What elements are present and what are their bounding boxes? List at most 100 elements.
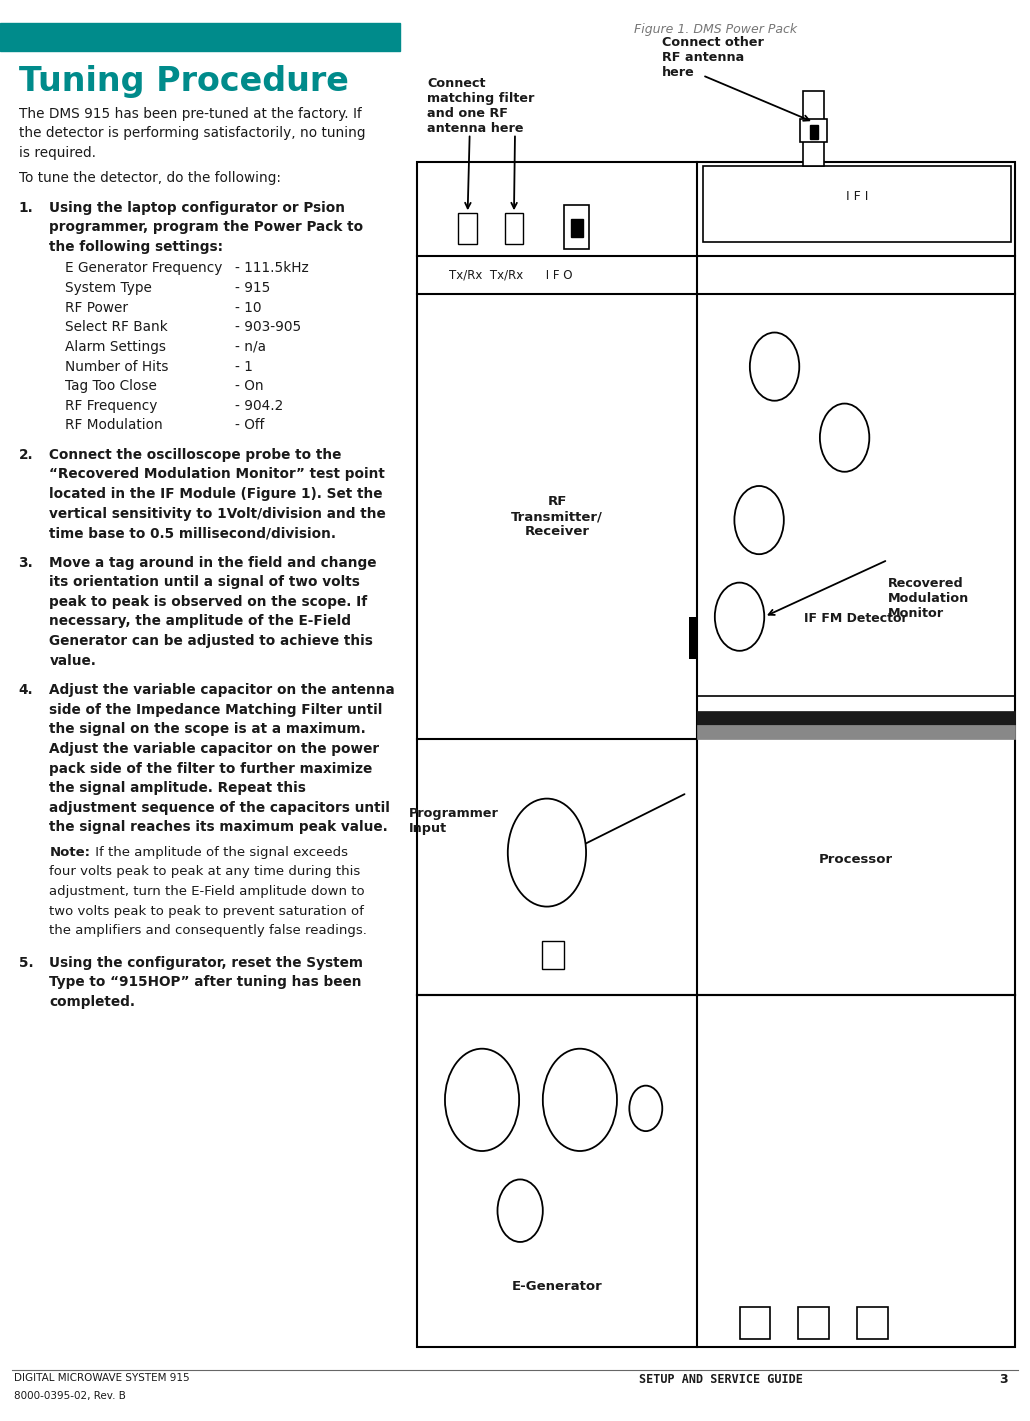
Text: time base to 0.5 millisecond/division.: time base to 0.5 millisecond/division. bbox=[49, 526, 337, 540]
Bar bbox=[571, 219, 583, 237]
Text: 5.: 5. bbox=[19, 956, 33, 969]
Text: The DMS 915 has been pre-tuned at the factory. If: The DMS 915 has been pre-tuned at the fa… bbox=[19, 107, 362, 121]
Text: located in the IF Module (Figure 1). Set the: located in the IF Module (Figure 1). Set… bbox=[49, 487, 383, 502]
Text: Tag Too Close: Tag Too Close bbox=[65, 379, 157, 394]
Text: Alarm Settings: Alarm Settings bbox=[65, 340, 166, 354]
Text: 2.: 2. bbox=[19, 448, 33, 462]
Text: Number of Hits: Number of Hits bbox=[65, 360, 168, 374]
Text: - On: - On bbox=[235, 379, 264, 394]
Text: Adjust the variable capacitor on the antenna: Adjust the variable capacitor on the ant… bbox=[49, 684, 396, 698]
Text: RF
Transmitter/
Receiver: RF Transmitter/ Receiver bbox=[511, 495, 604, 539]
Text: - 1: - 1 bbox=[235, 360, 252, 374]
Text: Using the configurator, reset the System: Using the configurator, reset the System bbox=[49, 956, 364, 969]
Text: four volts peak to peak at any time during this: four volts peak to peak at any time duri… bbox=[49, 865, 360, 878]
Text: adjustment, turn the E-Field amplitude down to: adjustment, turn the E-Field amplitude d… bbox=[49, 885, 365, 898]
Bar bbox=[703, 166, 1011, 242]
Text: “Recovered Modulation Monitor” test point: “Recovered Modulation Monitor” test poin… bbox=[49, 468, 385, 482]
Text: 3.: 3. bbox=[19, 556, 33, 570]
Text: Generator can be adjusted to achieve this: Generator can be adjusted to achieve thi… bbox=[49, 634, 373, 648]
Text: Figure 1. DMS Power Pack: Figure 1. DMS Power Pack bbox=[634, 23, 797, 36]
Text: RF Power: RF Power bbox=[65, 301, 128, 314]
Text: IF FM Detector: IF FM Detector bbox=[804, 611, 907, 625]
Bar bbox=[740, 1307, 770, 1339]
Text: DIGITAL MICROWAVE SYSTEM 915: DIGITAL MICROWAVE SYSTEM 915 bbox=[14, 1373, 191, 1383]
Text: - 904.2: - 904.2 bbox=[235, 399, 283, 412]
Text: If the amplitude of the signal exceeds: If the amplitude of the signal exceeds bbox=[91, 845, 348, 858]
Text: 4.: 4. bbox=[19, 684, 33, 698]
Bar bbox=[798, 1307, 829, 1339]
Text: side of the Impedance Matching Filter until: side of the Impedance Matching Filter un… bbox=[49, 703, 383, 716]
Text: Adjust the variable capacitor on the power: Adjust the variable capacitor on the pow… bbox=[49, 742, 380, 756]
Text: - 111.5kHz: - 111.5kHz bbox=[235, 261, 309, 276]
Text: the signal on the scope is at a maximum.: the signal on the scope is at a maximum. bbox=[49, 722, 367, 736]
Circle shape bbox=[734, 486, 784, 554]
Text: programmer, program the Power Pack to: programmer, program the Power Pack to bbox=[49, 220, 364, 234]
Text: Connect
matching filter
and one RF
antenna here: Connect matching filter and one RF anten… bbox=[427, 77, 535, 135]
Text: - n/a: - n/a bbox=[235, 340, 266, 354]
Bar bbox=[857, 1307, 888, 1339]
Text: value.: value. bbox=[49, 654, 97, 668]
Text: Move a tag around in the field and change: Move a tag around in the field and chang… bbox=[49, 556, 377, 570]
Circle shape bbox=[508, 799, 586, 907]
Bar bbox=[803, 91, 824, 166]
Bar bbox=[810, 125, 818, 139]
Text: Tuning Procedure: Tuning Procedure bbox=[19, 65, 348, 98]
Text: peak to peak is observed on the scope. If: peak to peak is observed on the scope. I… bbox=[49, 595, 368, 608]
Circle shape bbox=[497, 1179, 543, 1242]
Bar bbox=[800, 119, 827, 142]
Bar bbox=[697, 710, 1015, 725]
Text: is required.: is required. bbox=[19, 146, 96, 159]
Text: Using the laptop configurator or Psion: Using the laptop configurator or Psion bbox=[49, 200, 345, 215]
Circle shape bbox=[750, 333, 799, 401]
Text: necessary, the amplitude of the E-Field: necessary, the amplitude of the E-Field bbox=[49, 614, 351, 628]
Text: To tune the detector, do the following:: To tune the detector, do the following: bbox=[19, 172, 280, 185]
Text: - 10: - 10 bbox=[235, 301, 262, 314]
Text: 1.: 1. bbox=[19, 200, 33, 215]
Text: System Type: System Type bbox=[65, 281, 151, 296]
Text: completed.: completed. bbox=[49, 995, 135, 1009]
Text: the amplifiers and consequently false readings.: the amplifiers and consequently false re… bbox=[49, 924, 368, 938]
Text: Processor: Processor bbox=[819, 853, 893, 867]
Text: Note:: Note: bbox=[49, 845, 91, 858]
Circle shape bbox=[820, 404, 869, 472]
Circle shape bbox=[715, 583, 764, 651]
Circle shape bbox=[543, 1049, 617, 1151]
Text: - Off: - Off bbox=[235, 418, 265, 432]
Text: two volts peak to peak to prevent saturation of: two volts peak to peak to prevent satura… bbox=[49, 905, 365, 918]
Text: Type to “915HOP” after tuning has been: Type to “915HOP” after tuning has been bbox=[49, 975, 362, 989]
Text: 3: 3 bbox=[999, 1373, 1007, 1385]
Text: Programmer
Input: Programmer Input bbox=[409, 807, 499, 836]
Text: SETUP AND SERVICE GUIDE: SETUP AND SERVICE GUIDE bbox=[639, 1373, 802, 1385]
Text: 8000-0395-02, Rev. B: 8000-0395-02, Rev. B bbox=[14, 1391, 127, 1401]
Text: its orientation until a signal of two volts: its orientation until a signal of two vo… bbox=[49, 576, 360, 590]
Text: - 915: - 915 bbox=[235, 281, 270, 296]
Text: Recovered
Modulation
Monitor: Recovered Modulation Monitor bbox=[888, 577, 969, 620]
Text: pack side of the filter to further maximize: pack side of the filter to further maxim… bbox=[49, 762, 373, 776]
Text: the detector is performing satisfactorily, no tuning: the detector is performing satisfactoril… bbox=[19, 126, 365, 141]
Text: Select RF Bank: Select RF Bank bbox=[65, 320, 168, 334]
Bar bbox=[697, 725, 1015, 739]
Text: RF Modulation: RF Modulation bbox=[65, 418, 163, 432]
Text: adjustment sequence of the capacitors until: adjustment sequence of the capacitors un… bbox=[49, 801, 390, 814]
Circle shape bbox=[445, 1049, 519, 1151]
Text: the following settings:: the following settings: bbox=[49, 240, 224, 254]
Text: E-Generator: E-Generator bbox=[512, 1280, 603, 1293]
Bar bbox=[689, 617, 698, 659]
Circle shape bbox=[629, 1086, 662, 1131]
Bar bbox=[564, 205, 589, 249]
Text: RF Frequency: RF Frequency bbox=[65, 399, 158, 412]
Text: the signal amplitude. Repeat this: the signal amplitude. Repeat this bbox=[49, 782, 306, 796]
Bar bbox=[505, 213, 523, 244]
Text: the signal reaches its maximum peak value.: the signal reaches its maximum peak valu… bbox=[49, 820, 388, 834]
Text: Connect the oscilloscope probe to the: Connect the oscilloscope probe to the bbox=[49, 448, 342, 462]
Bar bbox=[458, 213, 477, 244]
Bar bbox=[0, 23, 400, 51]
Text: Tx/Rx  Tx/Rx      I F O: Tx/Rx Tx/Rx I F O bbox=[449, 269, 573, 281]
Text: Connect other
RF antenna
here: Connect other RF antenna here bbox=[662, 36, 764, 78]
Text: - 903-905: - 903-905 bbox=[235, 320, 301, 334]
Bar bbox=[417, 162, 1015, 1347]
Bar bbox=[542, 941, 564, 969]
Text: vertical sensitivity to 1Volt/division and the: vertical sensitivity to 1Volt/division a… bbox=[49, 507, 386, 520]
Text: E Generator Frequency: E Generator Frequency bbox=[65, 261, 222, 276]
Text: I F I: I F I bbox=[847, 190, 868, 203]
